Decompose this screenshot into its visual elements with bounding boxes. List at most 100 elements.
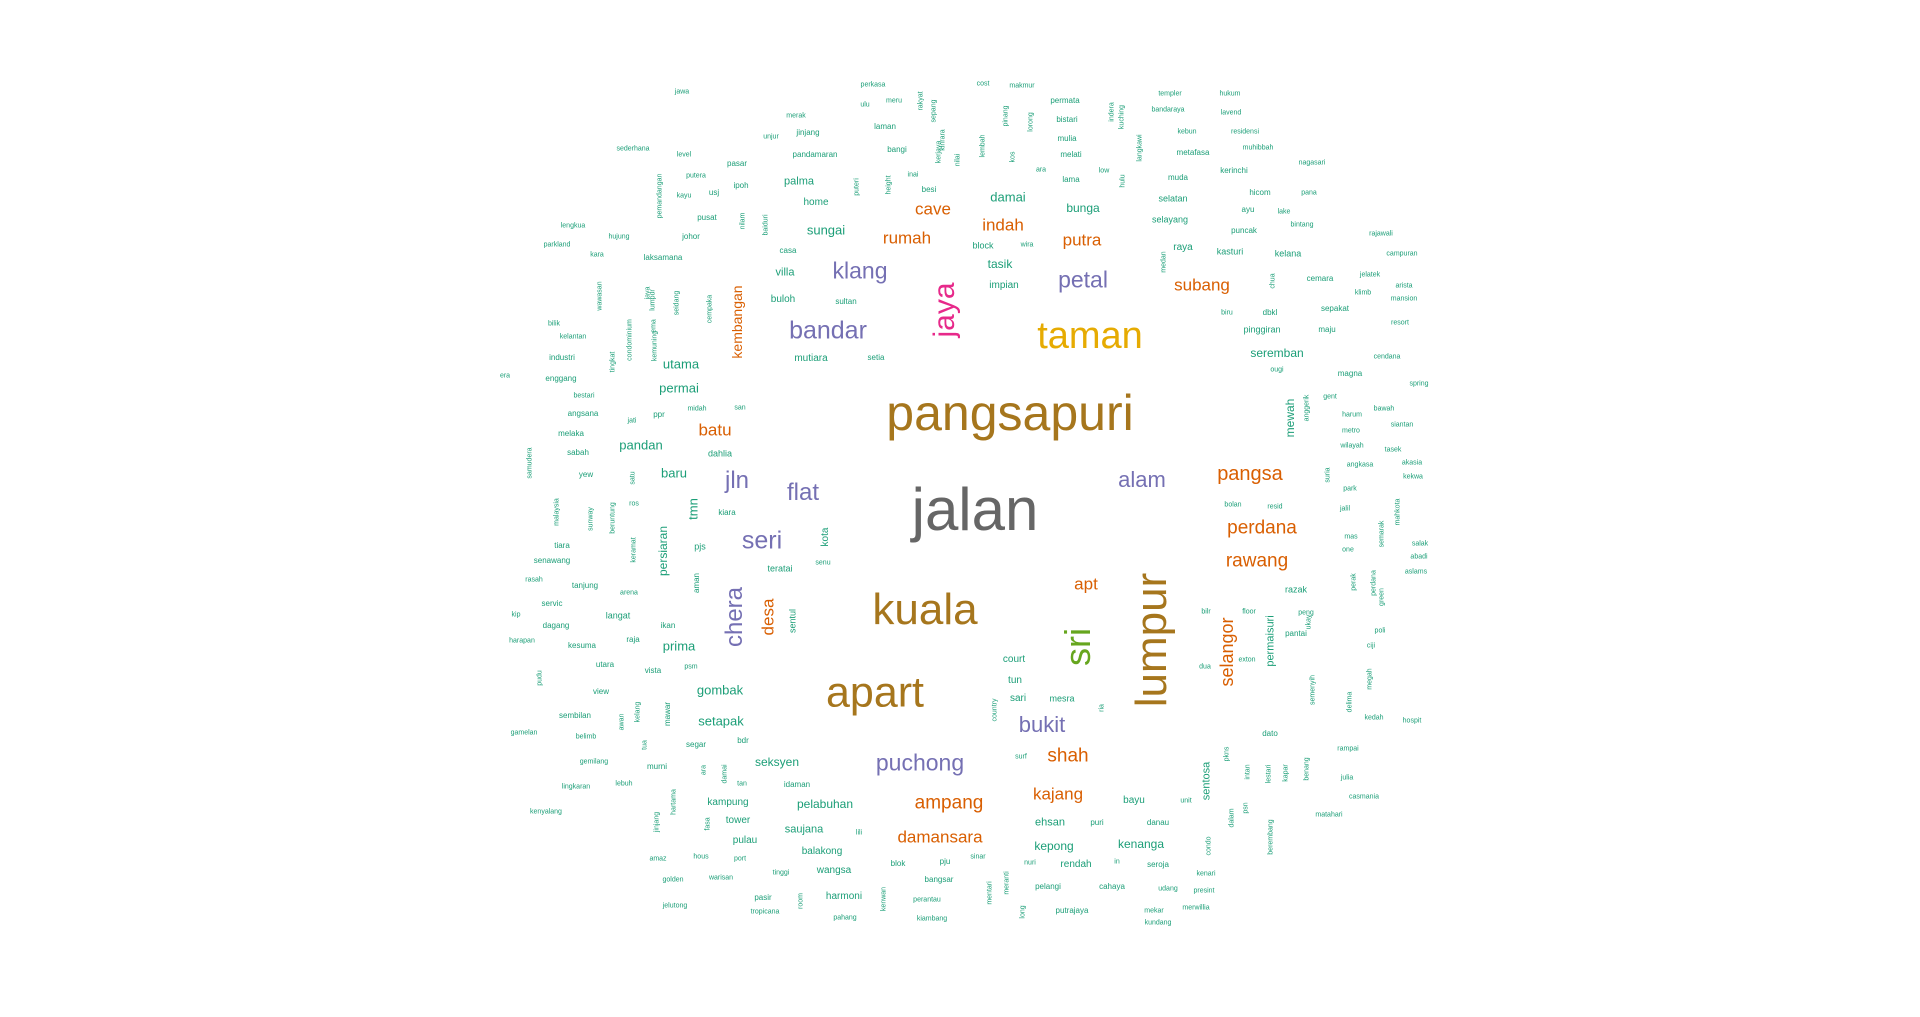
word-tower: tower: [725, 815, 751, 826]
word-flat: flat: [786, 479, 820, 506]
word-kuching: kuching: [1118, 104, 1126, 130]
word-court: court: [1002, 654, 1026, 665]
word-amaz: amaz: [649, 855, 667, 863]
word-vista: vista: [644, 666, 662, 675]
word-melati: melati: [1060, 150, 1082, 159]
word-unit: unit: [1180, 797, 1192, 805]
word-residensi: residensi: [1230, 128, 1260, 136]
word-setia: setia: [867, 353, 885, 362]
word-perkasa: perkasa: [860, 81, 886, 89]
word-pangsapuri: pangsapuri: [886, 385, 1134, 441]
word-permata: permata: [1050, 96, 1080, 105]
word-buloh: buloh: [770, 294, 796, 305]
word-pantai: pantai: [1285, 629, 1307, 638]
word-rendah: rendah: [1060, 859, 1092, 870]
word-resort: resort: [1391, 319, 1409, 327]
word-port: port: [733, 855, 747, 863]
word-ria: ria: [1098, 704, 1106, 712]
word-kelang: kelang: [634, 701, 642, 723]
word-palma: palma: [784, 175, 814, 188]
word-klang: klang: [832, 257, 888, 284]
word-metro: metro: [1342, 427, 1360, 435]
word-makmur: makmur: [1009, 82, 1035, 90]
word-intan: intan: [1244, 764, 1252, 780]
word-berembang: berembang: [1267, 819, 1275, 855]
word-pinggiran: pinggiran: [1243, 324, 1281, 335]
word-one: one: [1342, 546, 1354, 554]
word-hulu: hulu: [1119, 174, 1127, 188]
word-kelana: kelana: [1274, 248, 1302, 259]
word-sultan: sultan: [835, 297, 857, 306]
word-siantan: siantan: [1390, 421, 1414, 429]
word-rajawali: rajawali: [1369, 230, 1393, 238]
word-indera: indera: [1108, 102, 1116, 122]
word-yew: yew: [578, 470, 594, 479]
word-tingkat: tingkat: [609, 351, 617, 373]
word-batu: batu: [698, 420, 732, 440]
word-pangsa: pangsa: [1217, 463, 1283, 485]
word-subang: subang: [1174, 275, 1230, 295]
word-ikan: ikan: [660, 621, 676, 630]
word-arista: arista: [1395, 282, 1413, 290]
word-seroja: seroja: [1147, 860, 1169, 869]
word-wangsa: wangsa: [816, 865, 852, 876]
word-megah: megah: [1366, 668, 1374, 690]
word-matahari: matahari: [1315, 811, 1343, 819]
word-perdana: perdana: [1370, 570, 1378, 596]
word-templer: templer: [1158, 90, 1182, 98]
word-mas: mas: [1344, 533, 1358, 541]
word-selangor: selangor: [1217, 617, 1237, 687]
word-kelantan: kelantan: [559, 333, 587, 341]
word-ppr: ppr: [653, 410, 665, 419]
word-bdr: bdr: [737, 736, 749, 745]
word-home: home: [803, 197, 829, 208]
word-mawar: mawar: [663, 701, 672, 727]
word-puncak: puncak: [1231, 226, 1257, 235]
word-salak: salak: [1411, 540, 1429, 548]
word-mansion: mansion: [1390, 295, 1418, 303]
word-pahang: pahang: [833, 914, 857, 922]
word-kepong: kepong: [1034, 839, 1074, 853]
word-cave: cave: [915, 199, 951, 219]
word-balakong: balakong: [801, 846, 843, 857]
word-dato: dato: [1262, 729, 1278, 738]
word-ulu: ulu: [860, 101, 870, 109]
word-tan: tan: [737, 780, 747, 788]
word-cemara: cemara: [1306, 274, 1334, 283]
word-usj: usj: [708, 188, 720, 197]
word-biru: biru: [1221, 309, 1233, 317]
word-jinjang: jinjang: [653, 811, 661, 833]
word-enggang: enggang: [545, 374, 577, 383]
word-wilayah: wilayah: [1340, 442, 1364, 450]
word-kerinchi: kerinchi: [1220, 166, 1248, 175]
word-block: block: [972, 240, 994, 251]
word-ehsan: ehsan: [1035, 816, 1065, 829]
word-permai: permai: [659, 380, 699, 396]
word-blok: blok: [890, 859, 906, 868]
word-fasa: fasa: [704, 817, 712, 831]
word-seri: seri: [741, 526, 783, 555]
word-hous: hous: [693, 853, 709, 861]
word-ciji: ciji: [1366, 642, 1376, 650]
word-impian: impian: [989, 280, 1019, 291]
word-bunga: bunga: [1066, 201, 1100, 215]
word-danau: danau: [1146, 818, 1170, 827]
word-casmania: casmania: [1349, 793, 1379, 801]
word-tun: tun: [1008, 675, 1022, 686]
word-akasia: akasia: [1401, 459, 1423, 467]
word-muda: muda: [1167, 173, 1189, 182]
word-arena: arena: [620, 589, 638, 597]
word-tiara: tiara: [554, 541, 570, 550]
word-kota: kota: [820, 527, 831, 547]
word-kesuma: kesuma: [567, 641, 597, 650]
word-awan: awan: [618, 713, 626, 731]
word-kip: kip: [511, 611, 521, 619]
word-rakyat: rakyat: [917, 91, 925, 111]
word-idaman: idaman: [783, 780, 811, 789]
word-razak: razak: [1284, 584, 1308, 595]
word-pjs: pjs: [694, 541, 706, 552]
word-jaya: jaya: [644, 286, 652, 300]
word-sinar: sinar: [970, 853, 986, 861]
word-aman: aman: [692, 572, 701, 594]
